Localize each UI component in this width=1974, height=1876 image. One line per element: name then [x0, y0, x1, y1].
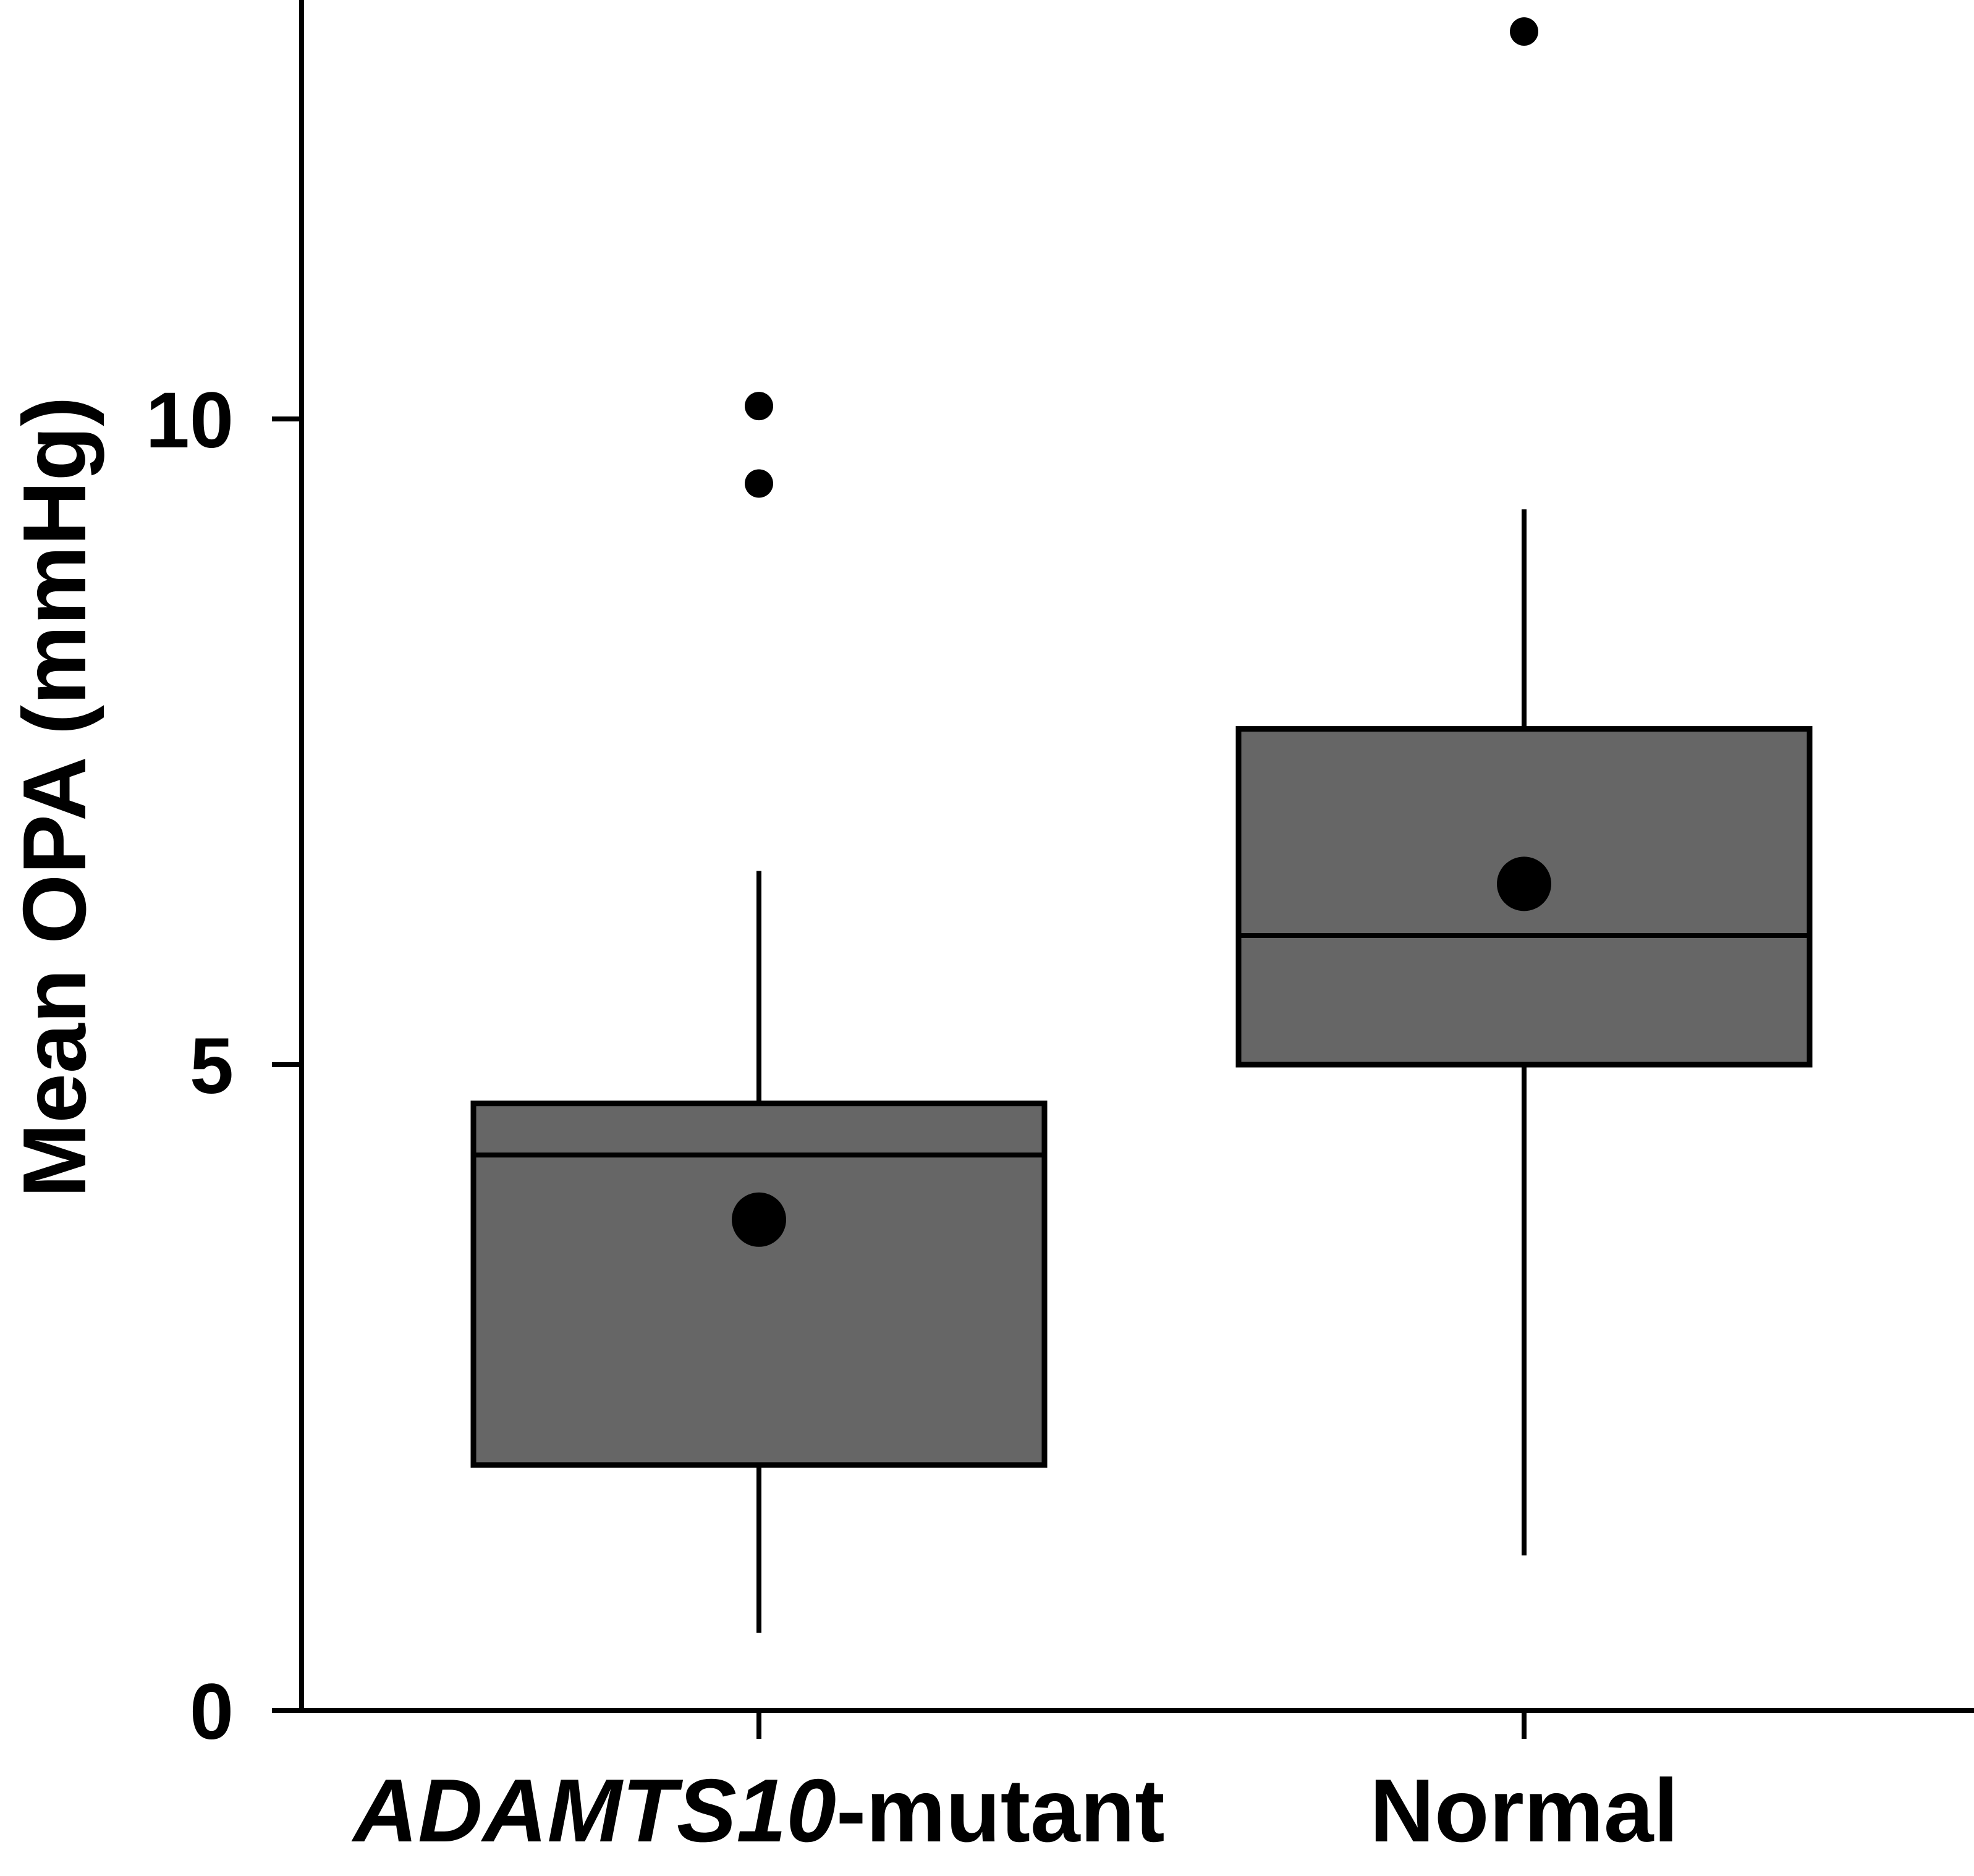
mean-marker [732, 1192, 786, 1247]
box-group [1235, 17, 1813, 1556]
outlier-point [1510, 17, 1538, 46]
y-tick-label: 5 [190, 1022, 234, 1110]
x-axis-ticks: ADAMTS10-mutant Normal [351, 1710, 1679, 1861]
y-tick-label: 0 [190, 1668, 234, 1756]
y-axis-ticks: 0 5 10 [146, 376, 302, 1756]
box-group [470, 392, 1048, 1633]
outlier-point [745, 469, 773, 498]
plot-area [470, 17, 1813, 1633]
category-label-italic-part: ADAMTS10 [351, 1760, 836, 1861]
iqr-box [470, 1101, 1048, 1468]
mean-marker [1497, 856, 1551, 911]
category-label-text: Normal [1370, 1760, 1679, 1861]
x-category-label: Normal [1370, 1760, 1679, 1861]
category-label-text: -mutant [836, 1760, 1165, 1861]
outlier-point [745, 392, 773, 421]
y-tick-label: 10 [146, 376, 234, 465]
x-category-label: ADAMTS10-mutant [351, 1760, 1164, 1861]
y-axis-title: Mean OPA (mmHg) [4, 397, 104, 1198]
